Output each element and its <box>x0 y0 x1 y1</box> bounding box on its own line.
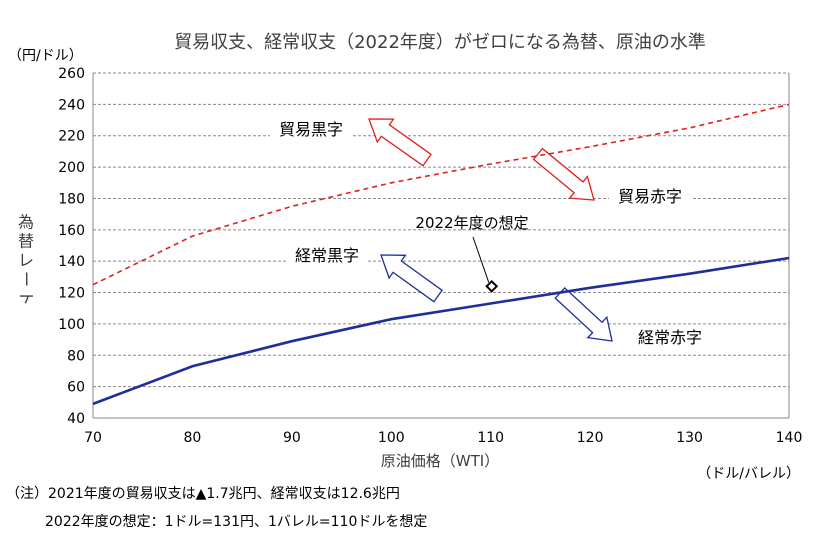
y-axis-title-char: ー <box>17 271 36 287</box>
x-tick-label: 140 <box>776 430 803 446</box>
x-tick-label: 130 <box>676 430 703 446</box>
arrow-trade-deficit <box>532 147 595 201</box>
y-tick-label: 200 <box>58 160 85 176</box>
y-tick-label: 180 <box>58 191 85 207</box>
chart-title: 貿易収支、経常収支（2022年度）がゼロになる為替、原油の水準 <box>174 32 706 53</box>
x-tick-label: 110 <box>477 430 504 446</box>
x-tick-label: 100 <box>378 430 405 446</box>
y-tick-label: 60 <box>67 380 85 396</box>
series-line-trade <box>92 103 790 286</box>
label-current-surplus-bg <box>286 243 368 267</box>
y-tick-label: 80 <box>67 348 85 364</box>
assumption-marker: 2022年度の想定 <box>415 214 529 293</box>
y-tick-label: 140 <box>58 254 85 270</box>
note-line-2: 2022年度の想定：1ドル=131円、1バレル=110ドルを想定 <box>45 514 427 530</box>
label-trade-surplus-bg <box>270 117 352 141</box>
y-tick-label: 120 <box>58 286 85 302</box>
y-axis-title-char: 為 <box>18 213 34 232</box>
y-tick-label: 100 <box>58 317 85 333</box>
label-trade-deficit: 貿易赤字 <box>618 187 682 206</box>
axes <box>92 73 790 419</box>
y-tick-label: 240 <box>58 97 85 113</box>
y-unit-label: （円/ドル） <box>8 48 83 64</box>
label-trade-deficit-bg <box>609 184 691 208</box>
y-tick-label: 160 <box>58 223 85 239</box>
arrow-current-deficit <box>554 286 613 342</box>
y-tick-label: 220 <box>58 129 85 145</box>
y-axis-title-char: ト <box>17 290 36 306</box>
tick-labels: 40 60 80 100 120 140 160 180 200 220 240 260 70 80 90 1… <box>58 66 802 446</box>
y-tick-label: 40 <box>67 411 85 427</box>
label-current-deficit: 経常赤字 <box>638 328 702 347</box>
x-tick-label: 80 <box>184 430 202 446</box>
label-trade-surplus: 貿易黒字 <box>279 120 343 139</box>
arrow-trade-surplus <box>368 118 432 167</box>
series-lines <box>92 103 790 406</box>
arrow-current-surplus <box>380 254 444 303</box>
y-axis-title-char: レ <box>18 251 34 270</box>
direction-arrows <box>368 118 613 342</box>
gridlines <box>93 72 789 388</box>
y-axis-title-char: 替 <box>18 232 34 251</box>
marker-label: 2022年度の想定 <box>415 214 528 232</box>
marker-diamond <box>485 279 499 293</box>
x-tick-label: 90 <box>283 430 301 446</box>
x-tick-label: 70 <box>84 430 102 446</box>
note-line-1: （注）2021年度の貿易収支は▲1.7兆円、経常収支は12.6兆円 <box>6 486 400 502</box>
x-axis-title: 原油価格（WTI） <box>381 452 499 470</box>
y-tick-label: 260 <box>58 66 85 82</box>
marker-leader-line <box>472 236 490 283</box>
label-current-surplus: 経常黒字 <box>295 246 359 265</box>
series-line-current <box>92 256 790 406</box>
x-unit-label: （ドル/バレル） <box>697 466 800 482</box>
x-tick-label: 120 <box>577 430 604 446</box>
label-current-deficit-bg <box>629 325 711 349</box>
